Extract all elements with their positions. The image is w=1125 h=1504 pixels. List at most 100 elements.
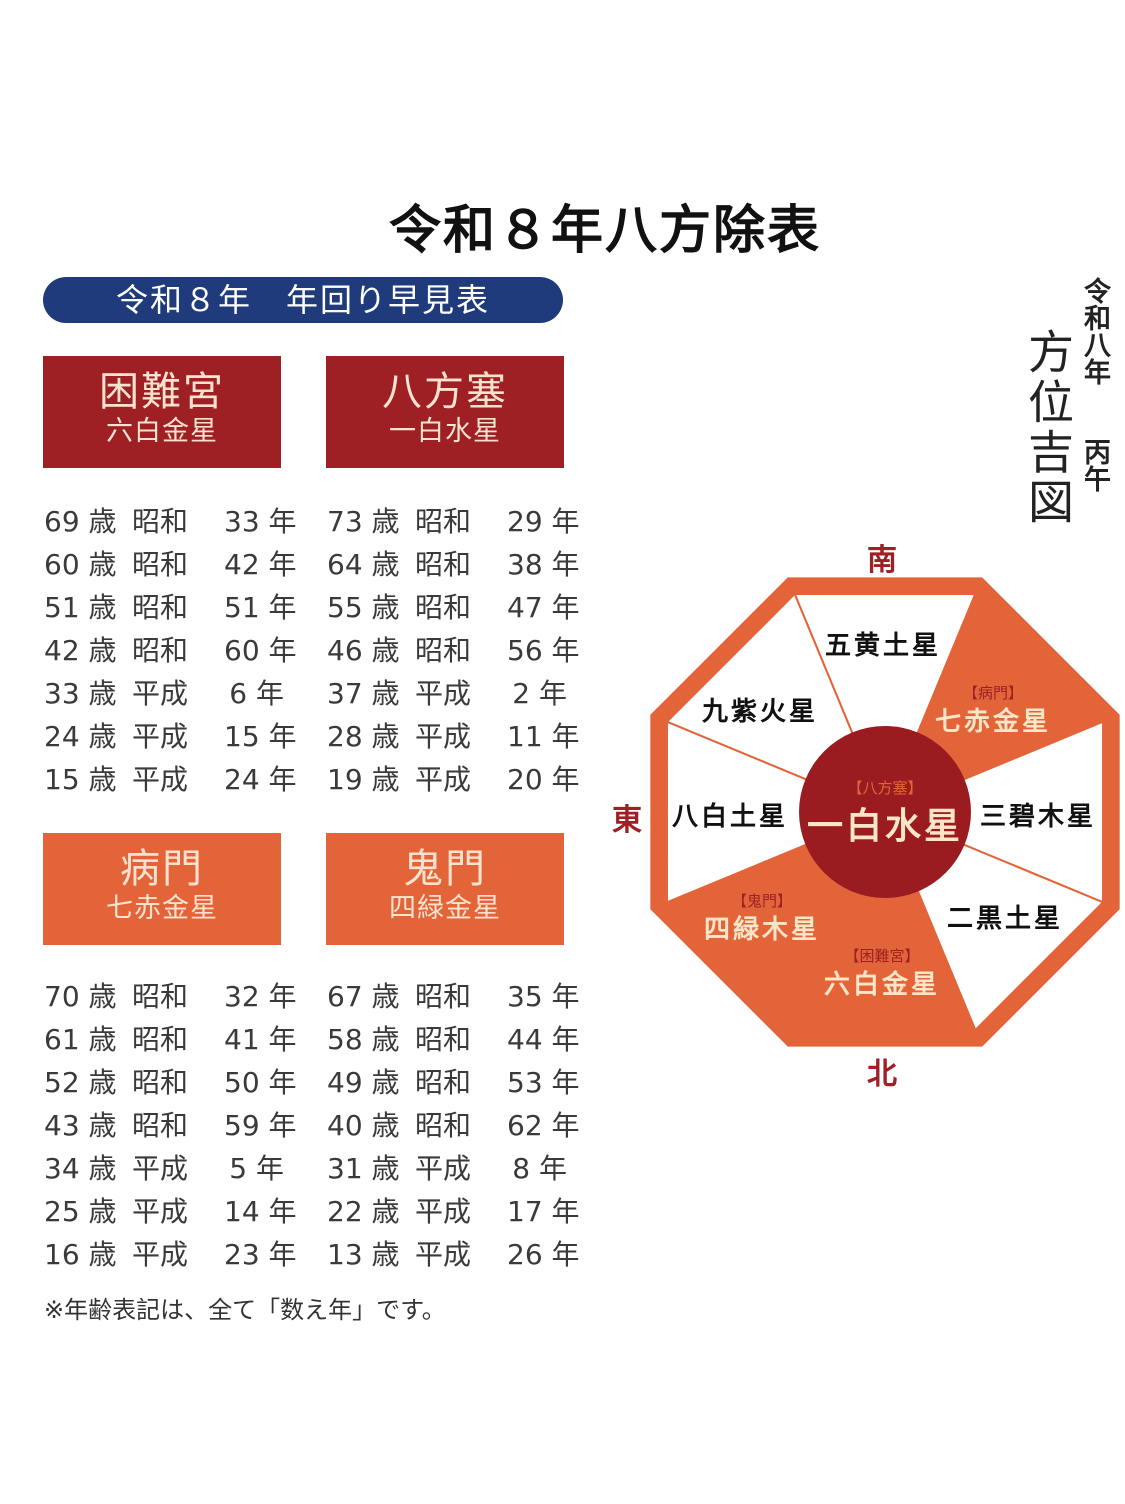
age-row: 25 歳 平成 14 年 (44, 1190, 297, 1233)
group-rows-4: 67 歳 昭和 35 年 58 歳 昭和 44 年 49 歳 昭和 53 年 40 歳… (327, 975, 580, 1276)
age: 58 歳 (327, 1023, 400, 1056)
group-header-1: 困難宮 六白金星 (43, 356, 281, 468)
group-header-4: 鬼門 四緑金星 (326, 833, 564, 945)
era: 昭和 (415, 1066, 472, 1099)
era: 昭和 (132, 980, 189, 1013)
age: 60 歳 (44, 548, 117, 581)
year: 6 年 (229, 677, 284, 710)
age: 67 歳 (327, 980, 400, 1013)
year: 20 年 (507, 763, 580, 796)
sector-star: 五黄土星 (825, 631, 941, 661)
era: 昭和 (132, 634, 189, 667)
age-row: 37 歳 平成 2 年 (327, 672, 567, 715)
sector-tag: 【病門】 (963, 684, 1023, 702)
age: 64 歳 (327, 548, 400, 581)
group-star: 四緑金星 (389, 893, 501, 924)
era: 平成 (415, 1152, 472, 1185)
age: 40 歳 (327, 1109, 400, 1142)
diagram-title: 方位吉図 (1021, 328, 1075, 528)
era: 昭和 (415, 591, 472, 624)
year: 35 年 (507, 980, 580, 1013)
era: 昭和 (132, 591, 189, 624)
age: 52 歳 (44, 1066, 117, 1099)
sector-northeast (665, 810, 887, 1032)
era: 昭和 (415, 1023, 472, 1056)
sector-southeast (665, 592, 887, 814)
sector-west (882, 720, 1105, 904)
sector-southwest (883, 592, 1105, 814)
era: 昭和 (132, 1109, 189, 1142)
era: 昭和 (415, 1109, 472, 1142)
quick-table-header: 令和８年 年回り早見表 (43, 277, 563, 323)
center-circle (799, 726, 971, 898)
year: 29 年 (507, 505, 580, 538)
year: 15 年 (224, 720, 297, 753)
age: 46 歳 (327, 634, 400, 667)
group-name: 八方塞 (382, 369, 508, 415)
age-row: 61 歳 昭和 41 年 (44, 1018, 297, 1061)
diagram-year: 令和八年 (1079, 277, 1110, 385)
age-row: 42 歳 昭和 60 年 (44, 629, 297, 672)
era: 平成 (132, 763, 189, 796)
year: 47 年 (507, 591, 580, 624)
year: 42 年 (224, 548, 297, 581)
era: 昭和 (415, 980, 472, 1013)
age-row: 58 歳 昭和 44 年 (327, 1018, 580, 1061)
sector-south (793, 592, 977, 815)
age: 25 歳 (44, 1195, 117, 1228)
age-row: 51 歳 昭和 51 年 (44, 586, 297, 629)
group-name: 病門 (120, 846, 204, 892)
age: 13 歳 (327, 1238, 400, 1271)
sector-star: 三碧木星 (980, 802, 1096, 832)
sector-star: 二黒土星 (947, 904, 1063, 934)
page-title: 令和８年八方除表 (388, 201, 821, 261)
age: 34 歳 (44, 1152, 117, 1185)
year: 53 年 (507, 1066, 580, 1099)
age-row: 15 歳 平成 24 年 (44, 758, 297, 801)
age-note: ※年齢表記は、全て「数え年」です。 (44, 1296, 446, 1324)
year: 5 年 (229, 1152, 284, 1185)
age: 33 歳 (44, 677, 117, 710)
sector-star: 四緑木星 (704, 914, 820, 945)
year: 56 年 (507, 634, 580, 667)
year: 8 年 (512, 1152, 567, 1185)
age: 73 歳 (327, 505, 400, 538)
year: 41 年 (224, 1023, 297, 1056)
age: 28 歳 (327, 720, 400, 753)
age-row: 64 歳 昭和 38 年 (327, 543, 580, 586)
group-name: 鬼門 (403, 846, 487, 892)
era: 平成 (132, 720, 189, 753)
era: 平成 (415, 720, 472, 753)
group-star: 七赤金星 (106, 893, 218, 924)
age-row: 73 歳 昭和 29 年 (327, 500, 580, 543)
diagram-zodiac: 丙午 (1079, 438, 1110, 492)
year: 17 年 (507, 1195, 580, 1228)
age: 16 歳 (44, 1238, 117, 1271)
age: 24 歳 (44, 720, 117, 753)
age: 22 歳 (327, 1195, 400, 1228)
sector-tag: 【鬼門】 (732, 892, 792, 910)
age-row: 19 歳 平成 20 年 (327, 758, 580, 801)
year: 33 年 (224, 505, 297, 538)
year: 23 年 (224, 1238, 297, 1271)
group-name: 困難宮 (99, 369, 225, 415)
year: 44 年 (507, 1023, 580, 1056)
direction-east: 東 (612, 803, 642, 838)
era: 平成 (415, 763, 472, 796)
age-row: 60 歳 昭和 42 年 (44, 543, 297, 586)
age: 19 歳 (327, 763, 400, 796)
age: 69 歳 (44, 505, 117, 538)
year: 60 年 (224, 634, 297, 667)
center-tag: 【八方塞】 (847, 779, 922, 797)
age: 42 歳 (44, 634, 117, 667)
group-star: 六白金星 (106, 416, 218, 447)
sector-star: 八白土星 (672, 801, 788, 832)
era: 平成 (415, 1238, 472, 1271)
age-row: 24 歳 平成 15 年 (44, 715, 297, 758)
era: 昭和 (415, 634, 472, 667)
age-row: 49 歳 昭和 53 年 (327, 1061, 580, 1104)
sector-star: 九紫火星 (701, 697, 818, 727)
age-row: 13 歳 平成 26 年 (327, 1233, 580, 1276)
age-row: 28 歳 平成 11 年 (327, 715, 580, 758)
era: 平成 (415, 1195, 472, 1228)
